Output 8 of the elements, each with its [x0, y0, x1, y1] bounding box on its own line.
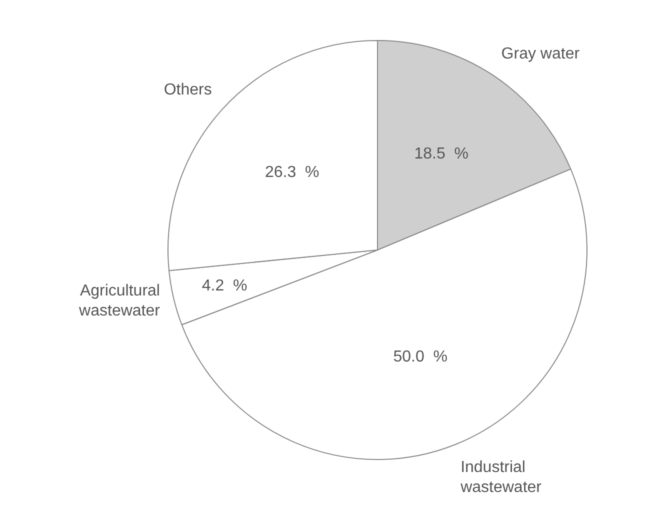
slice-label: Others [164, 81, 212, 98]
slice-label: Industrial wastewater [460, 458, 542, 496]
data-label: 50.0 % [393, 348, 448, 366]
data-label: 26.3 % [264, 164, 320, 182]
slice-label: Gray water [501, 45, 580, 62]
slice-label: Agricultural wastewater [78, 282, 161, 320]
data-label: 4.2 % [202, 277, 248, 294]
data-label: 18.5 % [414, 145, 468, 162]
